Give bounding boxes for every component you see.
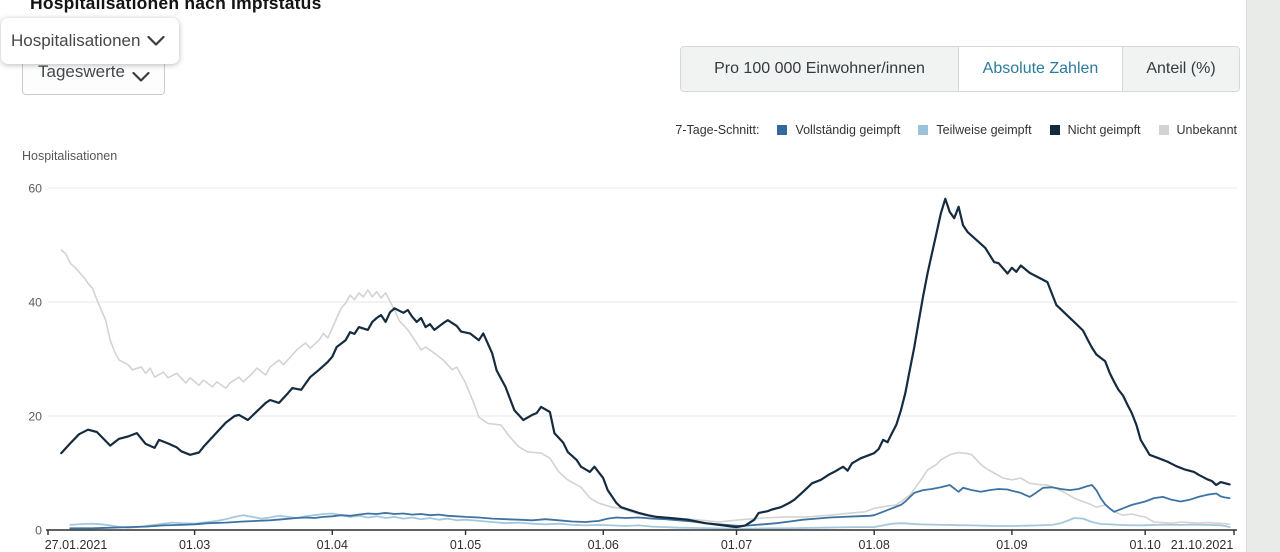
x-tick-label-21.10.2021: 21.10.2021 — [1171, 538, 1234, 552]
x-tick-label-01.04: 01.04 — [317, 538, 348, 552]
indicator-dropdown[interactable]: Hospitalisationen — [1, 18, 179, 64]
page-title: Hospitalisationen nach Impfstatus — [30, 0, 322, 13]
page-background-strip — [1246, 0, 1280, 552]
legend-swatch-icon — [1158, 125, 1169, 135]
legend-prefix: 7-Tage-Schnitt: — [675, 123, 760, 137]
unit-toggle-absolute[interactable]: Absolute Zahlen — [958, 47, 1122, 91]
x-tick-label-01.09: 01.09 — [996, 538, 1027, 552]
legend-swatch-icon — [777, 125, 788, 135]
y-tick-label-0: 0 — [35, 524, 42, 538]
legend-label: Unbekannt — [1176, 123, 1237, 137]
legend-item-4: Unbekannt — [1158, 123, 1237, 137]
legend-swatch-icon — [1049, 125, 1060, 135]
chart-legend: 7-Tage-Schnitt: Vollständig geimpft Teilw… — [675, 121, 1237, 139]
chevron-down-icon — [132, 72, 150, 82]
interval-dropdown-value: Tageswerte — [38, 62, 125, 81]
y-tick-label-40: 40 — [28, 296, 42, 310]
x-tick-label-01.05: 01.05 — [450, 538, 481, 552]
unit-toggle-share[interactable]: Anteil (%) — [1122, 47, 1239, 91]
legend-swatch-icon — [918, 125, 929, 135]
series-line-teilweise-geimpft — [69, 512, 1231, 530]
series-line-vollst-ndig-geimpft — [69, 484, 1231, 530]
x-tick-label-01.03: 01.03 — [179, 538, 210, 552]
x-tick-label-27.01.2021: 27.01.2021 — [45, 538, 108, 552]
legend-label: Nicht geimpft — [1067, 123, 1141, 137]
unit-toggle: Pro 100 000 Einwohner/innen Absolute Zah… — [680, 46, 1240, 92]
chevron-down-icon — [147, 36, 165, 46]
legend-label: Vollständig geimpft — [795, 123, 901, 137]
unit-toggle-per100k[interactable]: Pro 100 000 Einwohner/innen — [681, 47, 958, 91]
y-axis-title: Hospitalisationen — [22, 149, 118, 163]
legend-label: Teilweise geimpft — [936, 123, 1032, 137]
y-tick-label-20: 20 — [28, 410, 42, 424]
legend-item-1: Vollständig geimpft — [777, 123, 900, 137]
x-tick-label-01.07: 01.07 — [721, 538, 752, 552]
series-line-nicht-geimpft — [60, 197, 1231, 529]
y-tick-label-60: 60 — [28, 182, 42, 196]
x-tick-label-01.08: 01.08 — [859, 538, 890, 552]
legend-item-2: Teilweise geimpft — [918, 123, 1032, 137]
series-line-unbekannt — [60, 249, 1231, 526]
indicator-dropdown-value: Hospitalisationen — [11, 31, 141, 50]
x-tick-label-01.10: 01.10 — [1130, 538, 1161, 552]
legend-item-3: Nicht geimpft — [1049, 123, 1141, 137]
x-tick-label-01.06: 01.06 — [588, 538, 619, 552]
